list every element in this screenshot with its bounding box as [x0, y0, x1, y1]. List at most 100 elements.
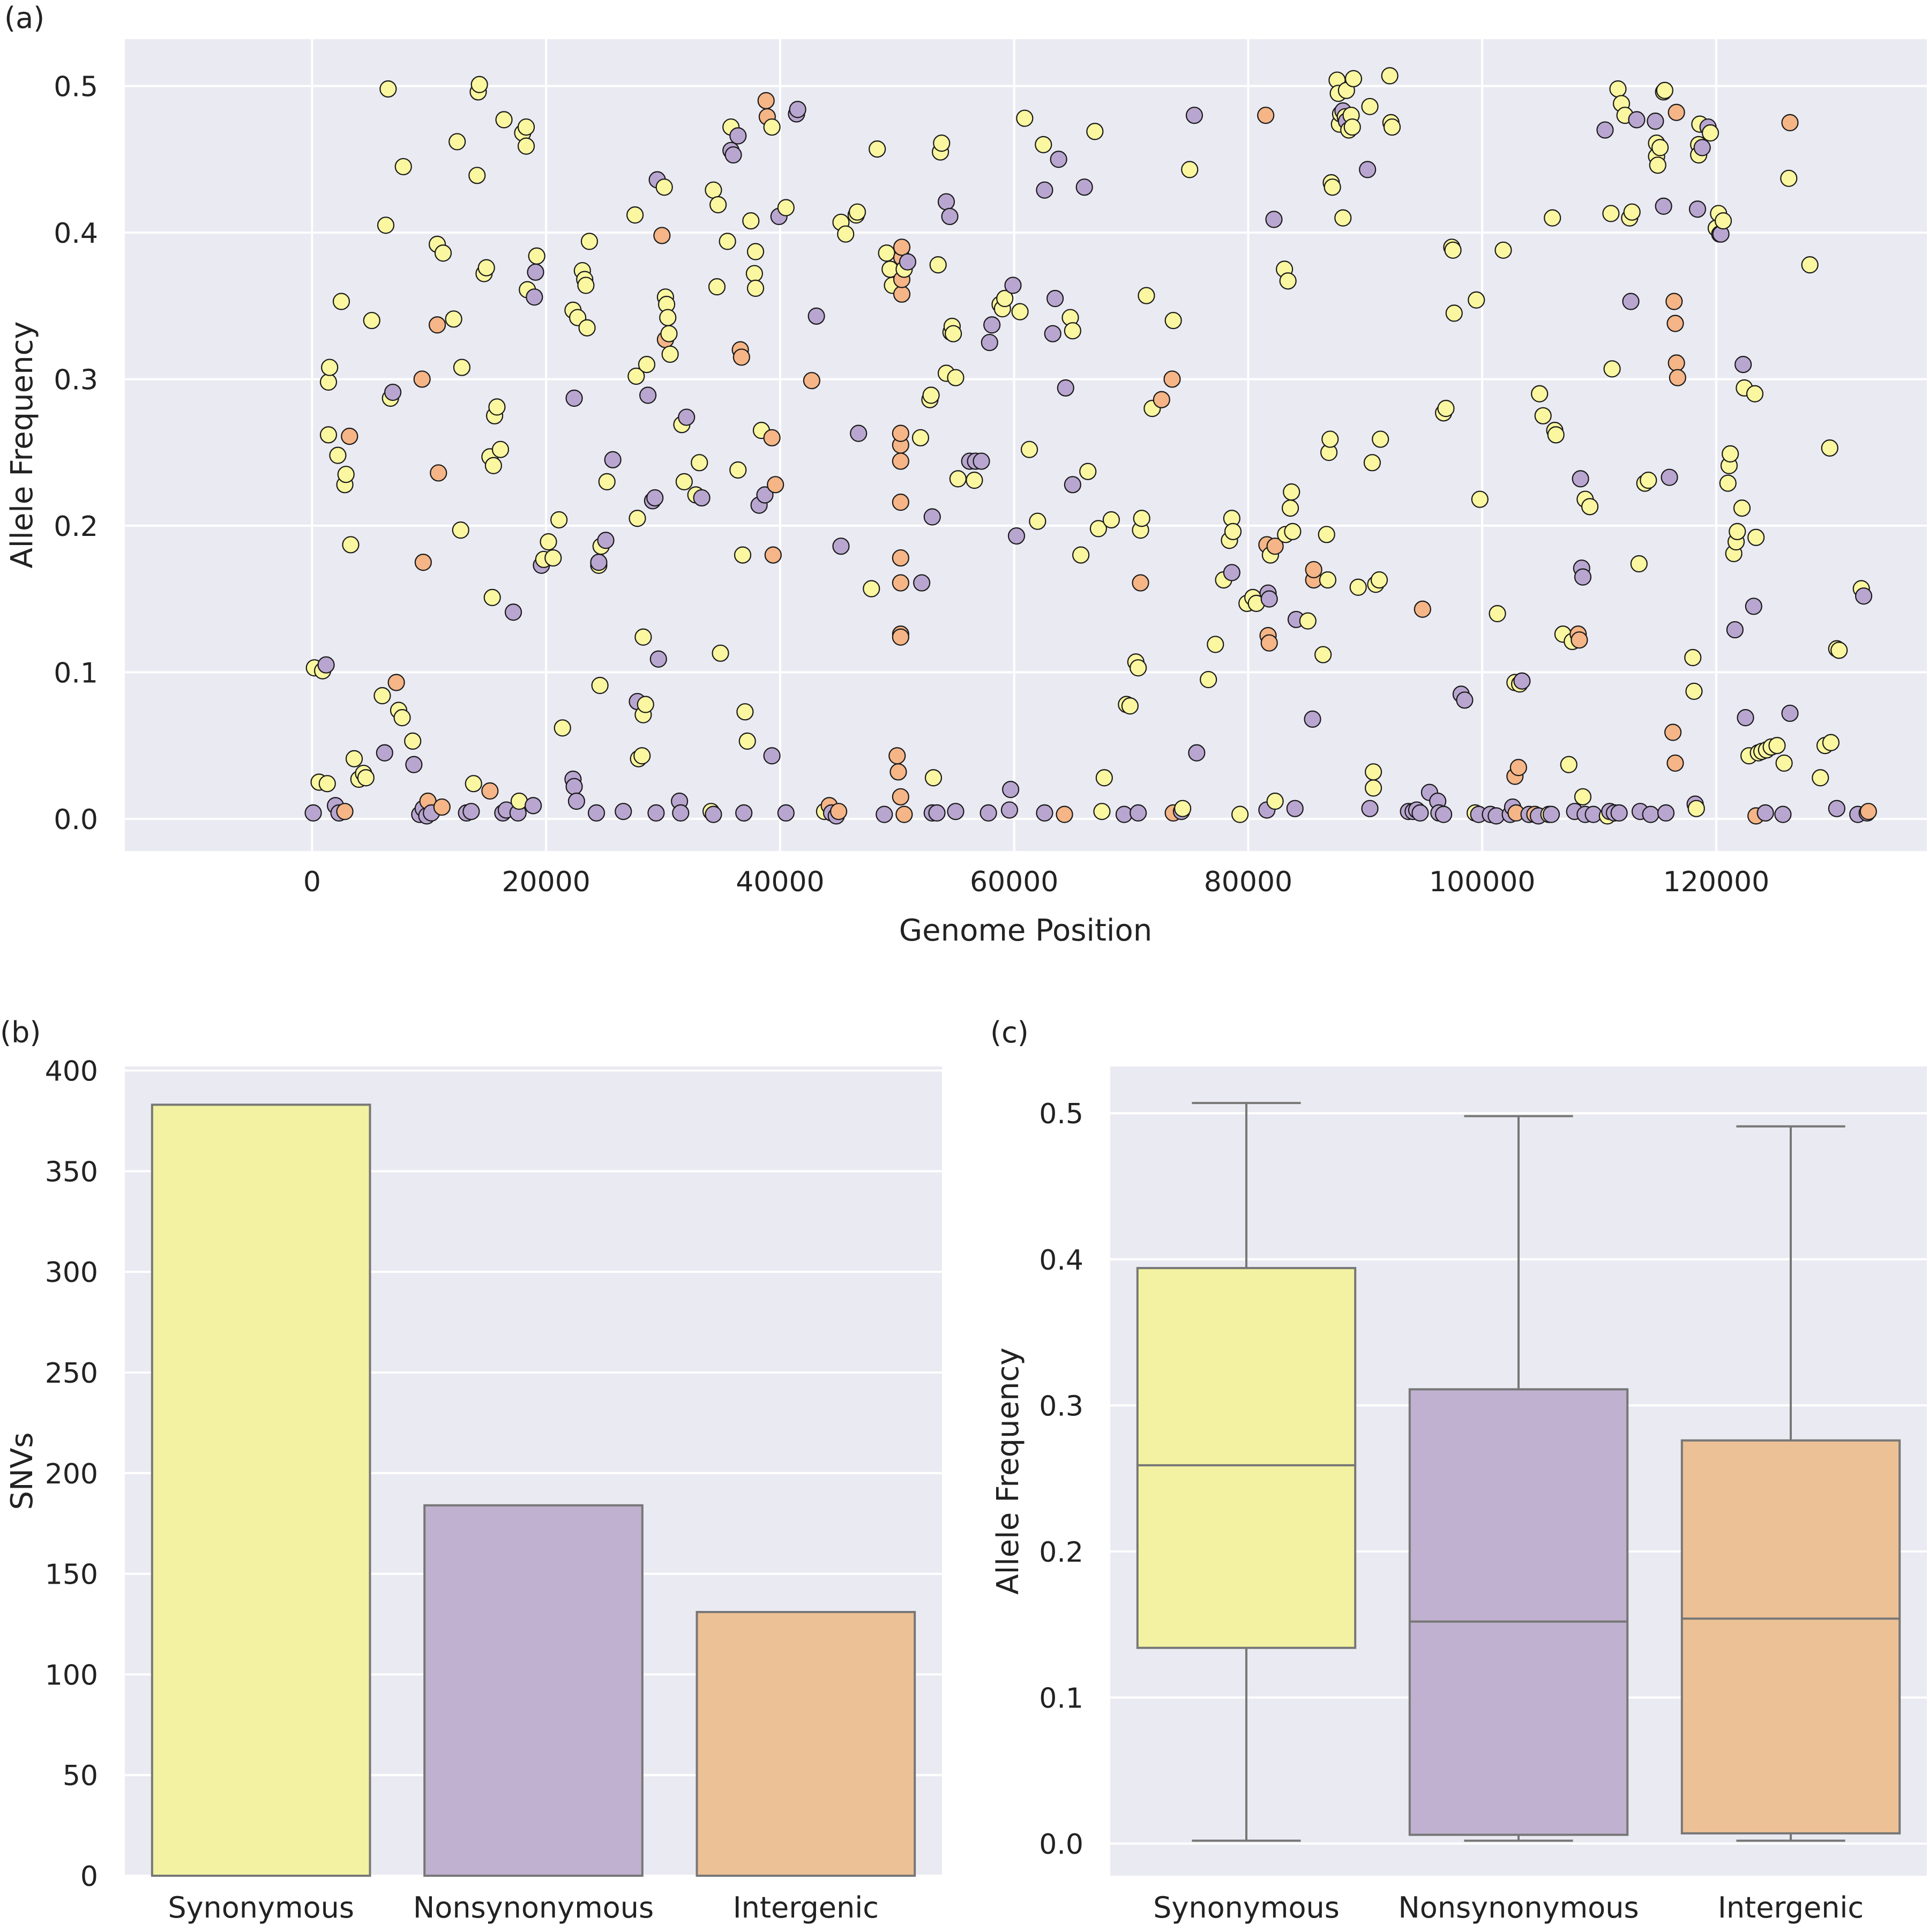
scatter-y-axis-label: Allele Frequency — [5, 322, 40, 569]
scatter-point-synonymous — [1102, 511, 1120, 529]
box-x-tick-labels: Synonymous Nonsynonymous Intergenic — [1153, 1891, 1864, 1924]
scatter-point-nonsynonymous — [724, 146, 742, 164]
scatter-point-synonymous — [659, 309, 677, 326]
scatter-point-nonsynonymous — [832, 538, 850, 555]
scatter-point-nonsynonymous — [647, 804, 665, 822]
scatter-point-synonymous — [1174, 800, 1192, 817]
bar-y-tick-label: 200 — [45, 1458, 98, 1490]
scatter-point-synonymous — [777, 199, 795, 217]
scatter-point-intergenic — [892, 452, 909, 470]
scatter-point-synonymous — [517, 137, 535, 155]
box-y-tick-label: 0.2 — [1039, 1536, 1083, 1569]
scatter-point-intergenic — [387, 674, 405, 691]
scatter-point-nonsynonymous — [756, 486, 774, 504]
bar-y-tick-label: 400 — [45, 1056, 98, 1088]
scatter-point-synonymous — [1445, 304, 1463, 322]
scatter-point-nonsynonymous — [947, 803, 965, 820]
scatter-point-nonsynonymous — [504, 603, 522, 621]
scatter-point-synonymous — [591, 676, 609, 695]
scatter-point-nonsynonymous — [615, 803, 632, 820]
scatter-point-intergenic — [414, 554, 432, 571]
scatter-point-intergenic — [1414, 600, 1431, 618]
scatter-point-nonsynonymous — [789, 101, 806, 118]
scatter-points — [304, 67, 1877, 825]
scatter-point-intergenic — [893, 285, 911, 303]
scatter-point-synonymous — [1603, 360, 1621, 378]
scatter-point-synonymous — [746, 279, 765, 297]
scatter-point-synonymous — [1372, 430, 1389, 448]
scatter-point-synonymous — [1283, 483, 1300, 501]
scatter-point-synonymous — [1095, 769, 1113, 787]
scatter-point-nonsynonymous — [913, 574, 931, 592]
scatter-point-synonymous — [319, 373, 338, 391]
scatter-point-synonymous — [1729, 523, 1746, 540]
scatter-point-synonymous — [746, 243, 765, 260]
scatter-point-nonsynonymous — [1642, 805, 1659, 823]
scatter-point-nonsynonymous — [590, 554, 608, 571]
scatter-point-synonymous — [922, 386, 940, 404]
scatter-point-synonymous — [550, 511, 568, 529]
scatter-point-synonymous — [1609, 80, 1627, 98]
scatter-point-synonymous — [1314, 646, 1332, 663]
scatter-point-synonymous — [332, 293, 350, 310]
scatter-point-intergenic — [1664, 723, 1682, 741]
scatter-point-nonsynonymous — [983, 316, 1001, 334]
scatter-point-synonymous — [1130, 659, 1147, 677]
scatter-point-synonymous — [345, 750, 363, 767]
scatter-point-nonsynonymous — [729, 127, 747, 145]
scatter-point-synonymous — [738, 732, 756, 750]
scatter-point-synonymous — [1361, 98, 1379, 115]
scatter-point-nonsynonymous — [1513, 672, 1531, 690]
scatter-point-intergenic — [895, 805, 913, 823]
bar-y-tick-label: 150 — [45, 1559, 98, 1591]
box-panel: 0.0 0.1 0.2 0.3 0.4 0.5 Synonymous Nonsynonymo… — [991, 1066, 1927, 1924]
scatter-point-synonymous — [319, 426, 338, 444]
scatter-point-nonsynonymous — [384, 383, 402, 401]
scatter-y-tick-label: 0.4 — [54, 218, 98, 250]
scatter-point-synonymous — [719, 233, 736, 250]
scatter-point-synonymous — [1121, 697, 1139, 715]
scatter-point-nonsynonymous — [1622, 293, 1640, 310]
scatter-point-nonsynonymous — [941, 207, 959, 225]
scatter-point-nonsynonymous — [1855, 587, 1873, 605]
scatter-point-intergenic — [889, 763, 907, 781]
scatter-y-tick-label: 0.0 — [54, 804, 98, 836]
scatter-point-nonsynonymous — [597, 532, 615, 549]
scatter-point-intergenic — [428, 316, 446, 334]
scatter-point-nonsynonymous — [1655, 197, 1672, 215]
scatter-point-synonymous — [933, 135, 951, 152]
scatter-point-intergenic — [767, 476, 784, 494]
scatter-point-nonsynonymous — [1456, 691, 1474, 709]
scatter-point-synonymous — [869, 140, 886, 158]
bar-y-tick-label: 350 — [45, 1156, 98, 1188]
scatter-point-intergenic — [1132, 574, 1149, 592]
scatter-y-tick-labels: 0.0 0.1 0.2 0.3 0.4 0.5 — [54, 71, 98, 836]
scatter-point-synonymous — [1437, 400, 1455, 417]
scatter-point-intergenic — [1666, 315, 1684, 332]
scatter-point-nonsynonymous — [735, 804, 753, 822]
scatter-point-synonymous — [1281, 499, 1299, 517]
scatter-point-synonymous — [1630, 555, 1648, 573]
scatter-point-nonsynonymous — [937, 193, 955, 211]
scatter-point-synonymous — [655, 178, 673, 196]
scatter-point-synonymous — [1821, 439, 1838, 457]
scatter-point-synonymous — [1318, 526, 1335, 543]
scatter-point-nonsynonymous — [1036, 804, 1053, 822]
scatter-point-synonymous — [945, 325, 962, 342]
scatter-point-nonsynonymous — [1361, 800, 1379, 817]
scatter-point-nonsynonymous — [693, 489, 711, 507]
bar-intergenic — [696, 1610, 916, 1877]
scatter-point-nonsynonymous — [1057, 379, 1074, 397]
scatter-point-synonymous — [634, 628, 652, 646]
scatter-point-intergenic — [888, 747, 906, 765]
scatter-point-intergenic — [892, 788, 909, 805]
box-synonymous — [1136, 1267, 1357, 1649]
scatter-point-intergenic — [1266, 538, 1284, 555]
scatter-point-synonymous — [1560, 756, 1577, 773]
scatter-point-synonymous — [705, 181, 722, 199]
scatter-point-intergenic — [893, 238, 911, 256]
scatter-point-synonymous — [1349, 578, 1367, 596]
scatter-point-nonsynonymous — [1044, 325, 1061, 342]
scatter-point-nonsynonymous — [1828, 800, 1845, 817]
scatter-point-synonymous — [709, 196, 727, 214]
